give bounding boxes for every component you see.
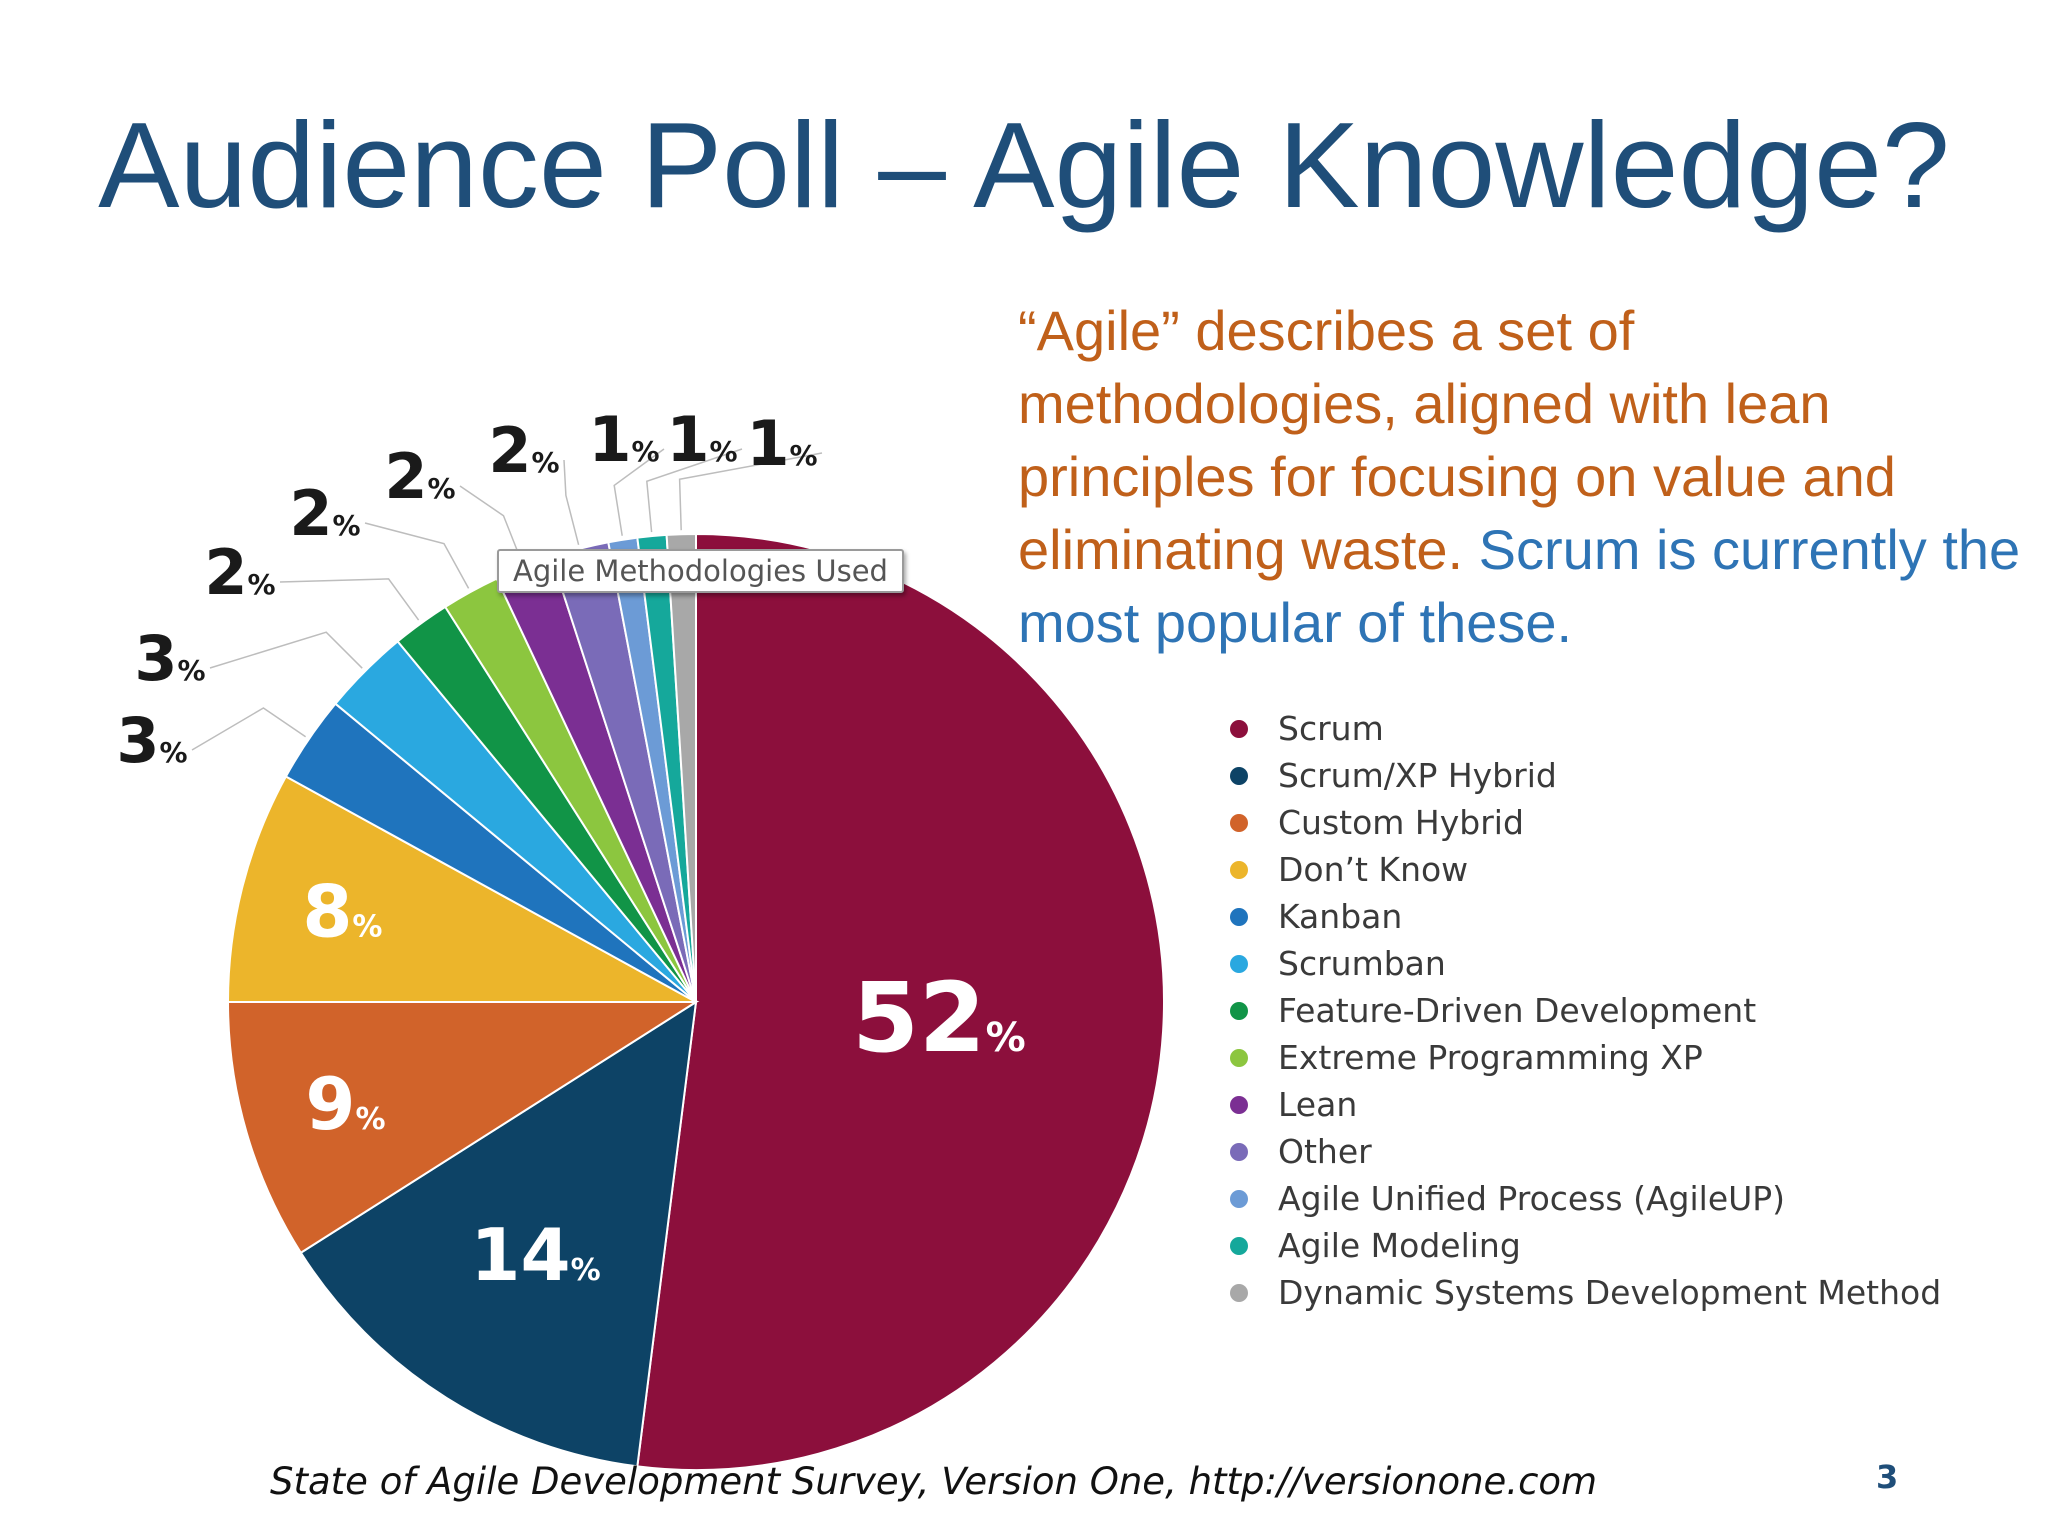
leader-line-extreme-programming-xp: [364, 522, 470, 589]
source-citation: State of Agile Development Survey, Versi…: [270, 1460, 1598, 1503]
page-number: 3: [1876, 1458, 1899, 1496]
legend-item-other: Other: [1230, 1128, 1941, 1175]
leader-line-feature-driven-development: [279, 578, 420, 621]
slide-description: “Agile” describes a set of methodologies…: [1018, 294, 2028, 659]
legend-dot-icon: [1230, 1189, 1248, 1208]
leader-line-dynamic-systems-development-method: [678, 452, 823, 531]
pie-slice-don-t-know: [226, 775, 697, 1003]
leader-line-agile-unified-process-agileup: [613, 448, 665, 536]
legend-dot-icon: [1230, 1142, 1248, 1161]
legend-dot-icon: [1230, 954, 1248, 973]
legend-item-custom-hybrid: Custom Hybrid: [1230, 799, 1941, 846]
legend-label: Other: [1278, 1132, 1372, 1171]
pie-label-feature-driven-development: 2%: [204, 536, 275, 609]
legend-item-scrum: Scrum: [1230, 705, 1941, 752]
leader-line-agile-modeling: [645, 448, 743, 533]
legend-label: Scrum: [1278, 709, 1384, 748]
leader-line-other: [563, 459, 580, 545]
pie-slice-scrum: [636, 532, 1165, 1471]
legend-dot-icon: [1230, 766, 1248, 785]
legend-item-scrum-xp-hybrid: Scrum/XP Hybrid: [1230, 752, 1941, 799]
legend-label: Feature-Driven Development: [1278, 991, 1757, 1030]
leader-line-kanban: [191, 707, 307, 751]
pie-slice-custom-hybrid: [226, 1001, 700, 1255]
pie-label-other: 2%: [488, 414, 559, 487]
legend-label: Agile Modeling: [1278, 1226, 1521, 1265]
legend-label: Extreme Programming XP: [1278, 1038, 1703, 1077]
legend-dot-icon: [1230, 1095, 1248, 1114]
pie-label-scrum-xp-hybrid: 14%: [470, 1213, 600, 1297]
legend-dot-icon: [1230, 1283, 1248, 1302]
legend-item-dynamic-systems-development-method: Dynamic Systems Development Method: [1230, 1269, 1941, 1316]
legend-label: Kanban: [1278, 897, 1403, 936]
pie-leader-lines: [191, 448, 823, 751]
legend-dot-icon: [1230, 907, 1248, 926]
legend-item-agile-modeling: Agile Modeling: [1230, 1222, 1941, 1269]
legend-label: Don’t Know: [1278, 850, 1469, 889]
legend-label: Agile Unified Process (AgileUP): [1278, 1179, 1786, 1218]
description-blue-text: Scrum is currently the most popular of t…: [1018, 518, 2021, 654]
legend-label: Scrumban: [1278, 944, 1446, 983]
description-orange-text: “Agile” describes a set of methodologies…: [1018, 299, 1896, 581]
pie-labels: 52%14%9%8%3%3%2%2%2%2% 1% 1% 1%: [116, 403, 1025, 1297]
pie-slice-dynamic-systems-development-method: [665, 532, 697, 1003]
legend-label: Scrum/XP Hybrid: [1278, 756, 1557, 795]
pie-label-extreme-programming-xp: 2%: [289, 477, 360, 550]
pie-label-dynamic-systems-development-method: 1%: [746, 407, 817, 480]
legend-label: Lean: [1278, 1085, 1358, 1124]
legend-label: Custom Hybrid: [1278, 803, 1524, 842]
legend-dot-icon: [1230, 1236, 1248, 1255]
pie-label-scrumban: 3%: [134, 622, 205, 695]
legend-item-lean: Lean: [1230, 1081, 1941, 1128]
legend-dot-icon: [1230, 813, 1248, 832]
pie-label-agile-modeling: 1%: [666, 403, 737, 476]
pie-slice-scrum-xp-hybrid: [299, 1000, 698, 1468]
legend-item-don-t-know: Don’t Know: [1230, 846, 1941, 893]
legend-dot-icon: [1230, 1048, 1248, 1067]
legend-item-feature-driven-development: Feature-Driven Development: [1230, 987, 1941, 1034]
leader-line-scrumban: [209, 631, 363, 669]
chart-legend: Scrum Scrum/XP Hybrid Custom Hybrid Don’t K…: [1230, 705, 1941, 1316]
pie-label-lean: 2%: [384, 440, 455, 513]
legend-item-scrumban: Scrumban: [1230, 940, 1941, 987]
legend-dot-icon: [1230, 719, 1248, 738]
legend-label: Dynamic Systems Development Method: [1278, 1273, 1942, 1312]
legend-item-kanban: Kanban: [1230, 893, 1941, 940]
pie-slices: [226, 532, 1165, 1471]
leader-line-lean: [459, 485, 523, 564]
pie-label-don-t-know: 8%: [302, 869, 382, 953]
slide-title: Audience Poll – Agile Knowledge?: [98, 97, 1950, 233]
pie-label-agile-unified-process-agileup: 1%: [588, 403, 659, 476]
legend-dot-icon: [1230, 1001, 1248, 1020]
chart-title: Agile Methodologies Used: [497, 549, 904, 593]
pie-label-scrum: 52%: [852, 962, 1026, 1074]
legend-dot-icon: [1230, 860, 1248, 879]
pie-label-custom-hybrid: 9%: [305, 1062, 385, 1146]
legend-item-agile-unified-process-agileup: Agile Unified Process (AgileUP): [1230, 1175, 1941, 1222]
pie-label-kanban: 3%: [116, 704, 187, 777]
legend-item-extreme-programming-xp: Extreme Programming XP: [1230, 1034, 1941, 1081]
